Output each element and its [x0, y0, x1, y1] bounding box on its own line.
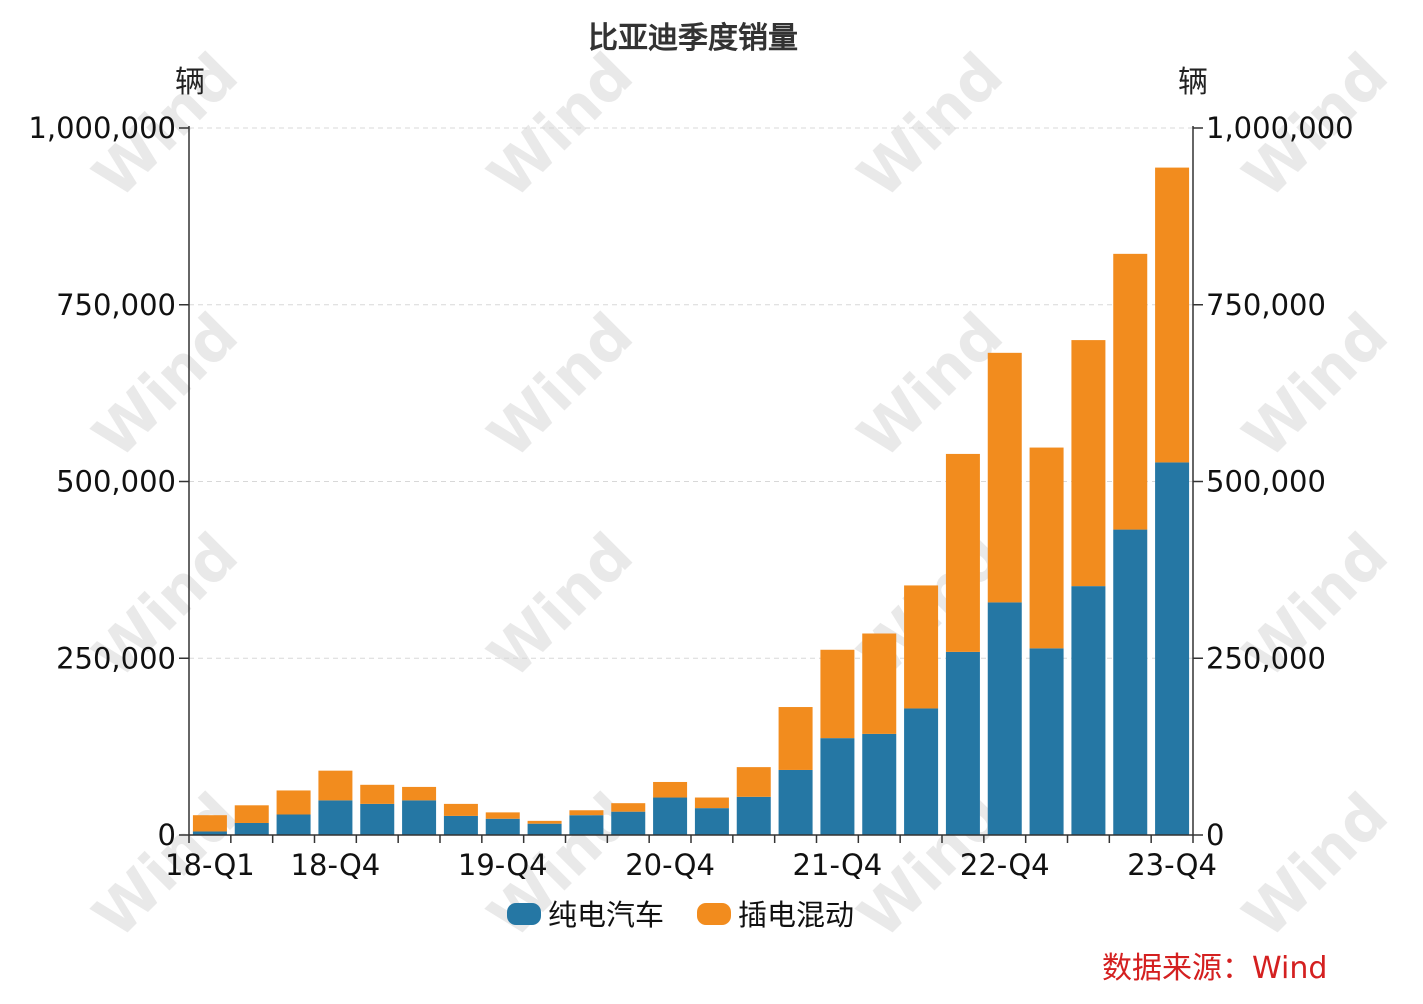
bar-bev-21-Q1	[694, 808, 729, 835]
bar-phev-22-Q1	[862, 633, 897, 734]
bar-phev-20-Q3	[611, 803, 646, 812]
x-tick-label: 22-Q4	[960, 848, 1050, 882]
bars	[192, 167, 1190, 835]
bar-bev-21-Q2	[736, 796, 771, 835]
bar-phev-19-Q3	[443, 803, 478, 816]
bar-phev-19-Q1	[360, 784, 395, 804]
bar-phev-18-Q1	[192, 815, 227, 832]
bar-bev-21-Q3	[778, 769, 813, 835]
bar-bev-22-Q2	[904, 708, 939, 835]
bar-phev-19-Q2	[402, 786, 437, 801]
source-note: 数据来源：Wind	[1102, 951, 1327, 986]
bar-phev-21-Q2	[736, 767, 771, 797]
y-tick-label-right: 500,000	[1206, 465, 1326, 499]
y-tick-label-right: 750,000	[1206, 288, 1326, 322]
bar-phev-20-Q2	[569, 810, 604, 816]
watermark-text: Wind	[1230, 780, 1401, 951]
bar-bev-23-Q4	[1155, 462, 1190, 835]
bar-bev-19-Q3	[443, 815, 478, 835]
bar-phev-21-Q1	[694, 797, 729, 809]
bar-bev-22-Q3	[945, 651, 980, 835]
bar-bev-20-Q3	[611, 811, 646, 835]
bar-bev-23-Q1	[1029, 648, 1064, 835]
watermark-text: Wind	[475, 300, 646, 471]
bar-phev-18-Q2	[234, 805, 269, 823]
y-tick-label-left: 500,000	[56, 465, 176, 499]
bar-phev-23-Q1	[1029, 447, 1064, 649]
bar-phev-23-Q4	[1155, 167, 1190, 463]
x-tick-label: 19-Q4	[458, 848, 548, 882]
bar-bev-22-Q4	[987, 602, 1022, 835]
x-tick-label: 18-Q1	[165, 848, 255, 882]
bar-phev-22-Q2	[904, 585, 939, 709]
y-tick-label-left: 750,000	[56, 288, 176, 322]
legend-swatch-bev	[507, 903, 541, 925]
x-tick-label: 18-Q4	[291, 848, 381, 882]
bar-bev-20-Q4	[653, 797, 688, 835]
bar-phev-18-Q4	[318, 770, 353, 801]
chart-title: 比亚迪季度销量	[588, 21, 798, 56]
watermark-text: Wind	[1230, 300, 1401, 471]
bar-bev-19-Q4	[485, 818, 520, 835]
bar-phev-20-Q4	[653, 781, 688, 798]
bar-bev-23-Q2	[1071, 586, 1106, 835]
bar-bev-18-Q4	[318, 800, 353, 835]
bar-bev-21-Q4	[820, 738, 855, 835]
bar-phev-23-Q2	[1071, 340, 1106, 587]
y-tick-label-left: 1,000,000	[28, 111, 176, 145]
left-axis-unit: 辆	[175, 65, 205, 100]
watermark-text: Wind	[475, 520, 646, 691]
bar-phev-21-Q4	[820, 649, 855, 739]
x-tick-label: 23-Q4	[1127, 848, 1217, 882]
x-tick-label: 20-Q4	[625, 848, 715, 882]
axes: 1,000,000 1,000,000 750,000 750,000 500,000 5…	[28, 111, 1353, 882]
bar-phev-18-Q3	[276, 790, 311, 815]
legend-swatch-phev	[697, 903, 731, 925]
legend: 纯电汽车 插电混动	[507, 898, 854, 932]
y-tick-label-right: 1,000,000	[1206, 111, 1354, 145]
y-tick-label-right: 0	[1206, 818, 1224, 852]
bar-phev-19-Q4	[485, 812, 520, 819]
bar-bev-19-Q2	[402, 800, 437, 835]
bar-bev-20-Q2	[569, 815, 604, 835]
y-tick-label-left: 250,000	[56, 641, 176, 675]
bar-bev-22-Q1	[862, 733, 897, 835]
bar-bev-20-Q1	[527, 823, 562, 835]
bar-phev-23-Q3	[1113, 253, 1148, 530]
legend-label-bev: 纯电汽车	[548, 898, 664, 932]
legend-label-phev: 插电混动	[738, 898, 854, 932]
y-tick-label-right: 250,000	[1206, 641, 1326, 675]
bar-bev-18-Q3	[276, 814, 311, 835]
watermark-text: Wind	[475, 40, 646, 211]
bar-bev-23-Q3	[1113, 529, 1148, 835]
right-axis-unit: 辆	[1178, 65, 1208, 100]
bar-phev-21-Q3	[778, 707, 813, 770]
bar-phev-20-Q1	[527, 820, 562, 824]
y-tick-label-left: 0	[158, 818, 176, 852]
bar-bev-18-Q1	[192, 831, 227, 835]
watermark-text: Wind	[80, 300, 251, 471]
x-tick-label: 21-Q4	[793, 848, 883, 882]
bar-phev-22-Q4	[987, 352, 1022, 603]
watermark-text: Wind	[845, 40, 1016, 211]
bar-phev-22-Q3	[945, 453, 980, 652]
bar-bev-18-Q2	[234, 822, 269, 835]
bar-bev-19-Q1	[360, 803, 395, 835]
